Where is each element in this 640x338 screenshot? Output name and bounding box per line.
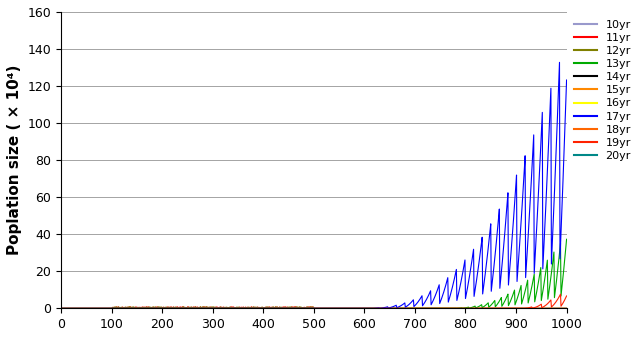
10yr [470, 306, 477, 310]
19yr [470, 306, 477, 310]
12yr [563, 306, 570, 310]
14yr [160, 306, 168, 310]
10yr [88, 306, 96, 310]
13yr [470, 305, 477, 309]
11yr [88, 306, 96, 310]
18yr [563, 306, 570, 310]
15yr [451, 306, 459, 310]
Legend: 10yr, 11yr, 12yr, 13yr, 14yr, 15yr, 16yr, 17yr, 18yr, 19yr, 20yr: 10yr, 11yr, 12yr, 13yr, 14yr, 15yr, 16yr… [572, 18, 633, 163]
Line: 11yr: 11yr [61, 307, 566, 308]
13yr [57, 306, 65, 310]
17yr [88, 306, 96, 310]
12yr [538, 306, 546, 310]
18yr [538, 306, 546, 310]
19yr [160, 306, 168, 310]
Line: 19yr: 19yr [61, 294, 566, 308]
13yr [88, 306, 96, 310]
Line: 12yr: 12yr [61, 307, 566, 308]
16yr [88, 306, 96, 310]
16yr [504, 306, 512, 310]
18yr [504, 306, 512, 310]
11yr [160, 305, 168, 309]
12yr [88, 306, 96, 310]
11yr [504, 306, 512, 310]
19yr [504, 306, 512, 310]
11yr [307, 305, 314, 309]
15yr [504, 306, 512, 310]
18yr [451, 306, 459, 310]
13yr [504, 292, 512, 296]
20yr [470, 306, 477, 310]
12yr [209, 305, 216, 309]
10yr [160, 306, 168, 310]
13yr [160, 306, 168, 310]
10yr [451, 306, 459, 310]
20yr [57, 306, 65, 310]
13yr [563, 237, 570, 241]
11yr [538, 306, 546, 310]
Line: 13yr: 13yr [61, 239, 566, 308]
16yr [563, 306, 570, 310]
13yr [451, 306, 459, 310]
12yr [504, 306, 512, 310]
11yr [57, 306, 65, 310]
18yr [160, 306, 168, 310]
11yr [470, 306, 478, 310]
11yr [452, 306, 460, 310]
19yr [563, 294, 570, 298]
15yr [563, 306, 570, 310]
20yr [563, 306, 570, 310]
20yr [160, 306, 168, 310]
10yr [504, 306, 512, 310]
15yr [57, 306, 65, 310]
19yr [538, 306, 546, 310]
16yr [160, 306, 168, 310]
17yr [451, 274, 459, 279]
18yr [88, 306, 96, 310]
16yr [470, 306, 477, 310]
16yr [451, 306, 459, 310]
17yr [470, 247, 477, 251]
14yr [88, 306, 96, 310]
20yr [88, 306, 96, 310]
14yr [451, 306, 459, 310]
13yr [538, 296, 546, 300]
20yr [504, 306, 512, 310]
19yr [557, 292, 564, 296]
10yr [57, 306, 65, 310]
18yr [470, 306, 477, 310]
20yr [451, 306, 459, 310]
Line: 17yr: 17yr [61, 62, 566, 308]
Y-axis label: Poplation size ( × 10⁴): Poplation size ( × 10⁴) [7, 65, 22, 255]
14yr [504, 306, 512, 310]
15yr [538, 306, 546, 310]
16yr [538, 306, 546, 310]
12yr [452, 306, 460, 310]
19yr [57, 306, 65, 310]
19yr [451, 306, 459, 310]
17yr [160, 306, 168, 310]
17yr [538, 121, 546, 125]
14yr [563, 306, 570, 310]
14yr [470, 306, 477, 310]
10yr [538, 306, 546, 310]
19yr [88, 306, 96, 310]
16yr [57, 306, 65, 310]
12yr [470, 306, 478, 310]
17yr [57, 306, 65, 310]
17yr [563, 78, 570, 82]
11yr [563, 306, 570, 310]
15yr [470, 306, 477, 310]
10yr [563, 306, 570, 310]
20yr [538, 306, 546, 310]
17yr [504, 191, 512, 195]
17yr [556, 60, 563, 64]
14yr [538, 306, 546, 310]
15yr [160, 306, 168, 310]
18yr [57, 306, 65, 310]
15yr [88, 306, 96, 310]
12yr [57, 306, 65, 310]
14yr [57, 306, 65, 310]
12yr [160, 306, 168, 310]
